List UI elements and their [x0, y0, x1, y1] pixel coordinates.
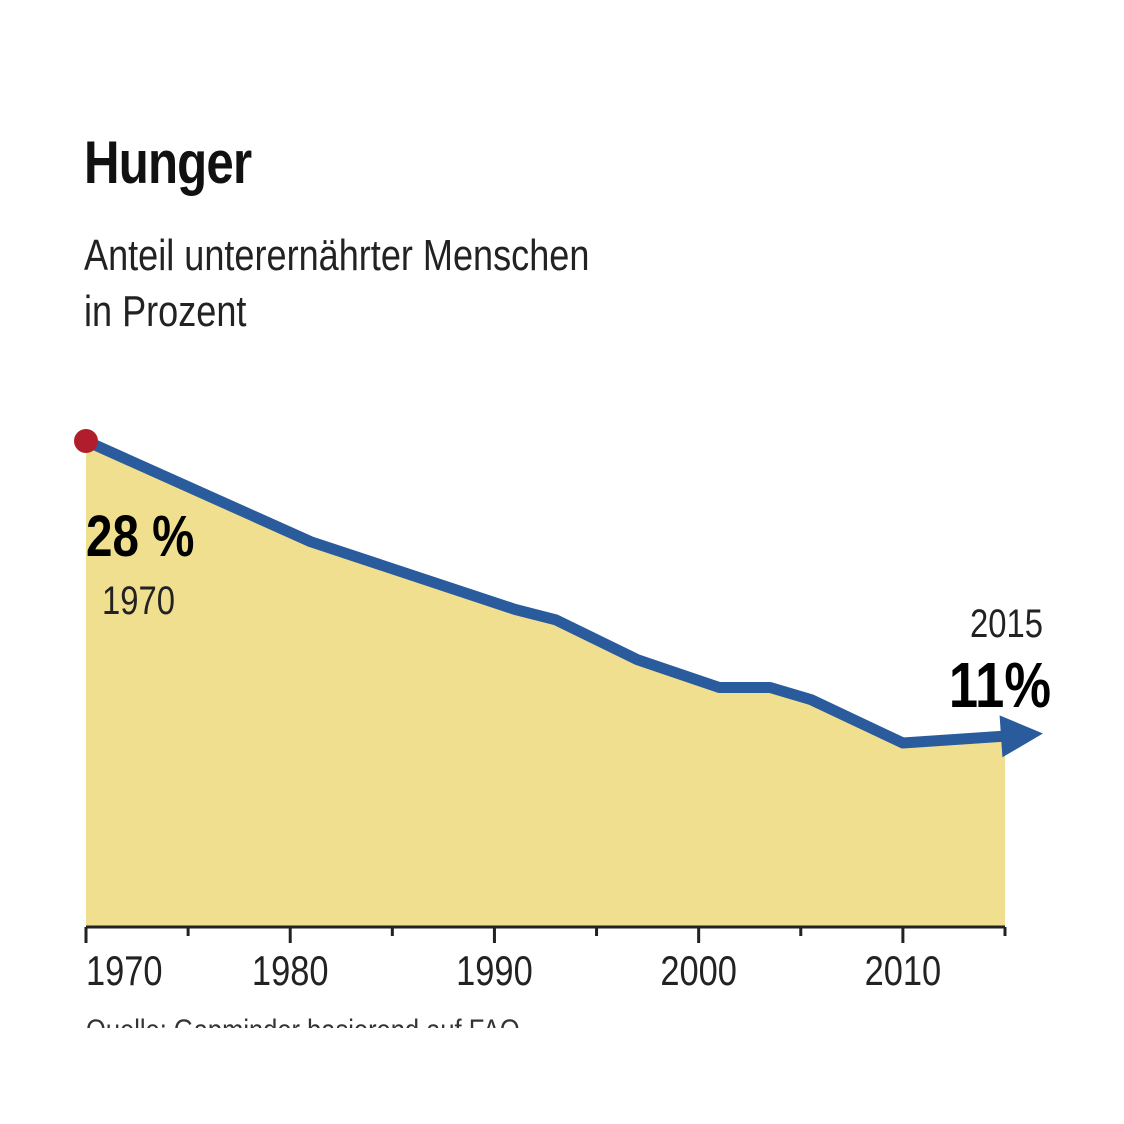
series-arrowhead [999, 715, 1043, 758]
source-note-clip: Quelle: Gapminder basierend auf FAO [86, 1000, 686, 1028]
x-tick-label-1990: 1990 [456, 948, 533, 995]
x-tick-label-2010: 2010 [865, 948, 942, 995]
chart-title: Hunger [84, 129, 252, 196]
chart-subtitle: Anteil unterernährter Menschen in Prozen… [84, 228, 589, 340]
x-tick-label-1970: 1970 [86, 948, 163, 995]
end-value-label: 11% [949, 650, 1051, 721]
start-value-label: 28 % [86, 505, 194, 570]
x-tick-label-1980: 1980 [252, 948, 329, 995]
subtitle-line-2: in Prozent [84, 287, 247, 336]
x-tick-label-2000: 2000 [660, 948, 737, 995]
x-axis-ticks [84, 927, 1007, 943]
series-line [83, 435, 1004, 749]
source-note: Quelle: Gapminder basierend auf FAO [86, 1014, 520, 1028]
end-year-label: 2015 [970, 601, 1043, 646]
x-axis-tick-labels: 1970 1980 1990 2000 2010 [86, 948, 941, 995]
start-year-label: 1970 [102, 578, 175, 623]
start-point-marker [74, 429, 98, 453]
subtitle-line-1: Anteil unterernährter Menschen [84, 231, 590, 280]
area-fill [86, 441, 1005, 927]
